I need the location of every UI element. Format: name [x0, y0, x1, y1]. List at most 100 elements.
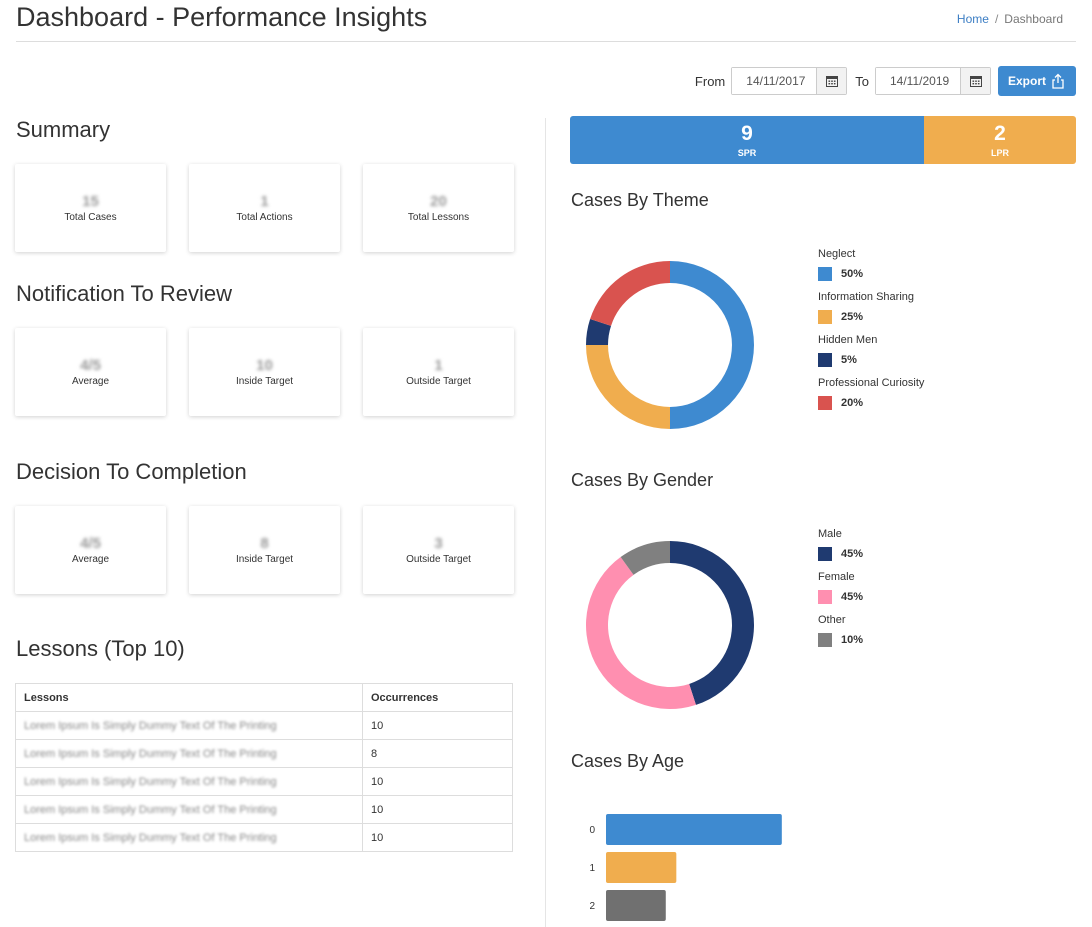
- donut-slice-female[interactable]: [586, 557, 696, 709]
- card-label: Total Cases: [64, 212, 117, 223]
- inside-target-card: 10 Inside Target: [189, 328, 340, 416]
- occurrences-cell: 10: [362, 795, 513, 824]
- lessons-title: Lessons (Top 10): [16, 636, 185, 661]
- lpr-label: LPR: [991, 147, 1009, 158]
- donut-slice-other[interactable]: [620, 541, 670, 575]
- calendar-icon[interactable]: [816, 68, 847, 94]
- legend-swatch: [818, 633, 832, 647]
- spr-stat: 9 SPR: [570, 116, 924, 164]
- legend-item[interactable]: Female 45%: [818, 571, 863, 614]
- lessons-table: Lessons Occurrences Lorem Ipsum Is Simpl…: [15, 683, 513, 852]
- legend-item[interactable]: Male 45%: [818, 528, 863, 571]
- card-value: 20: [430, 193, 447, 210]
- age-bar-1[interactable]: [606, 852, 677, 883]
- age-tick-label: 0: [589, 825, 595, 836]
- to-date-input[interactable]: [876, 68, 960, 94]
- age-bar-2[interactable]: [606, 890, 666, 921]
- average-card: 4/5 Average: [15, 328, 166, 416]
- breadcrumb-home-link[interactable]: Home: [956, 12, 989, 26]
- share-icon: [1052, 73, 1064, 89]
- card-value: 8: [260, 535, 269, 552]
- table-header-row: Lessons Occurrences: [15, 683, 513, 712]
- summary-cards: 15 Total Cases 1 Total Actions 20 Total …: [15, 164, 514, 252]
- summary-title: Summary: [16, 117, 111, 142]
- legend-name: Information Sharing: [818, 291, 914, 303]
- legend-item[interactable]: Hidden Men 5%: [818, 334, 924, 377]
- age-tick-label: 2: [589, 901, 595, 912]
- export-button[interactable]: Export: [998, 66, 1076, 96]
- age-bar-0[interactable]: [606, 814, 782, 845]
- legend-name: Hidden Men: [818, 334, 878, 346]
- column-header-lessons: Lessons: [15, 683, 363, 712]
- donut-slice-professional-curiosity[interactable]: [590, 261, 670, 326]
- legend-swatch: [818, 267, 832, 281]
- legend-item[interactable]: Professional Curiosity 20%: [818, 377, 924, 420]
- breadcrumb: Home / Dashboard: [957, 12, 1063, 26]
- lesson-cell: Lorem Ipsum Is Simply Dummy Text Of The …: [15, 823, 363, 852]
- donut-slice-information-sharing[interactable]: [586, 345, 670, 429]
- total-lessons-card: 20 Total Lessons: [363, 164, 514, 252]
- legend-name: Professional Curiosity: [818, 377, 925, 389]
- legend-item[interactable]: Other 10%: [818, 614, 863, 657]
- legend-swatch: [818, 396, 832, 410]
- lesson-cell: Lorem Ipsum Is Simply Dummy Text Of The …: [15, 795, 363, 824]
- total-actions-card: 1 Total Actions: [189, 164, 340, 252]
- legend-percent: 20%: [841, 397, 864, 409]
- to-date-picker: [875, 67, 991, 95]
- export-label: Export: [1007, 74, 1046, 88]
- legend-percent: 45%: [841, 591, 864, 603]
- card-value: 10: [256, 357, 273, 374]
- from-label: From: [694, 73, 726, 89]
- legend-name: Male: [818, 528, 842, 540]
- theme-legend: Neglect 50% Information Sharing 25% Hidd…: [818, 248, 924, 420]
- legend-swatch: [818, 310, 832, 324]
- notification-title: Notification To Review: [16, 281, 233, 306]
- legend-percent: 25%: [841, 311, 864, 323]
- table-row: Lorem Ipsum Is Simply Dummy Text Of The …: [15, 823, 513, 852]
- spr-label: SPR: [737, 147, 757, 158]
- legend-percent: 10%: [841, 634, 864, 646]
- occurrences-cell: 8: [362, 739, 513, 768]
- average-card: 4/5 Average: [15, 506, 166, 594]
- donut-slice-neglect[interactable]: [670, 261, 754, 429]
- legend-swatch: [818, 353, 832, 367]
- table-row: Lorem Ipsum Is Simply Dummy Text Of The …: [15, 767, 513, 796]
- card-value: 1: [434, 357, 443, 374]
- age-tick-label: 1: [589, 863, 595, 874]
- inside-target-card: 8 Inside Target: [189, 506, 340, 594]
- card-label: Outside Target: [406, 376, 471, 387]
- card-label: Inside Target: [235, 376, 294, 387]
- card-value: 3: [434, 535, 443, 552]
- lpr-stat: 2 LPR: [924, 116, 1076, 164]
- age-bar-chart: 0 1 2: [589, 814, 782, 921]
- card-value: 4/5: [80, 357, 101, 374]
- card-label: Total Lessons: [407, 212, 470, 223]
- notification-cards: 4/5 Average 10 Inside Target 1 Outside T…: [15, 328, 514, 416]
- title-divider: [16, 41, 1076, 42]
- column-divider: [545, 118, 546, 927]
- to-label: To: [855, 73, 869, 89]
- legend-item[interactable]: Information Sharing 25%: [818, 291, 924, 334]
- donut-slice-male[interactable]: [670, 541, 754, 705]
- legend-name: Other: [818, 614, 846, 626]
- total-cases-card: 15 Total Cases: [15, 164, 166, 252]
- card-value: 15: [82, 193, 99, 210]
- donut-slice-hidden-men[interactable]: [586, 319, 612, 345]
- table-row: Lorem Ipsum Is Simply Dummy Text Of The …: [15, 739, 513, 768]
- lesson-cell: Lorem Ipsum Is Simply Dummy Text Of The …: [15, 739, 363, 768]
- from-date-picker: [731, 67, 848, 95]
- calendar-icon[interactable]: [960, 68, 990, 94]
- from-date-input[interactable]: [732, 68, 817, 94]
- lpr-value: 2: [994, 121, 1006, 145]
- card-label: Total Actions: [236, 212, 293, 223]
- card-label: Average: [71, 376, 110, 387]
- legend-percent: 5%: [841, 354, 857, 366]
- theme-chart-title: Cases By Theme: [571, 190, 709, 210]
- spr-value: 9: [741, 121, 753, 145]
- outside-target-card: 1 Outside Target: [363, 328, 514, 416]
- legend-name: Female: [818, 571, 855, 583]
- legend-item[interactable]: Neglect 50%: [818, 248, 924, 291]
- legend-percent: 45%: [841, 548, 864, 560]
- legend-name: Neglect: [818, 248, 856, 260]
- column-header-occurrences: Occurrences: [362, 683, 513, 712]
